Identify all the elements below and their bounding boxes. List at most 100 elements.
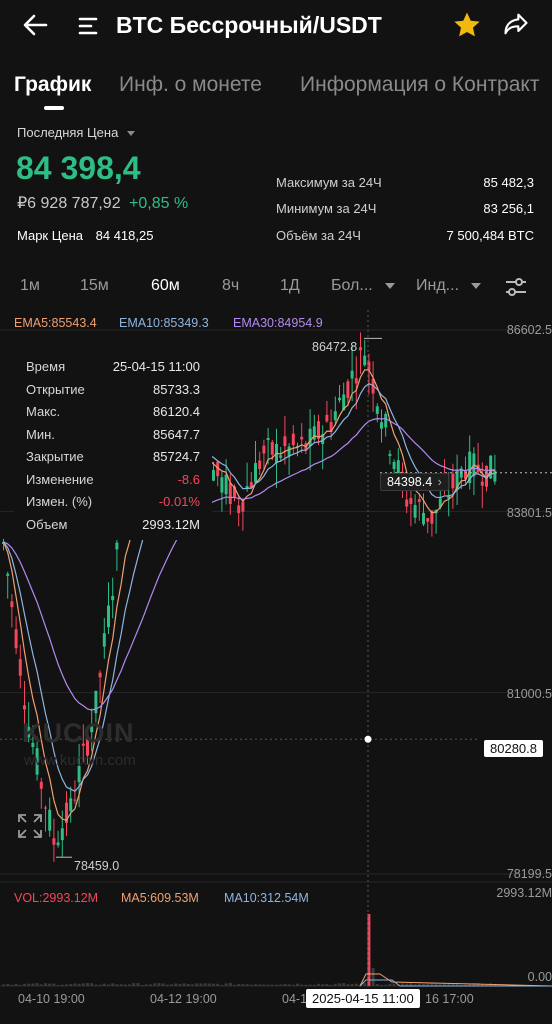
candle-body — [241, 501, 245, 512]
volume-bar — [241, 984, 245, 986]
candle-body — [65, 802, 68, 823]
timeframe-15m[interactable]: 15м — [80, 277, 109, 294]
tooltip-row: Закрытие 85724.7 — [26, 449, 200, 471]
candle-body — [367, 361, 371, 370]
candle-body — [388, 453, 392, 456]
volume-bar — [207, 983, 211, 986]
volume-bar — [56, 984, 60, 986]
caret-down-icon — [126, 131, 135, 137]
candle-body — [69, 798, 73, 812]
volume-ma10-legend: MA10:312.54M — [224, 891, 309, 905]
candle-body — [325, 414, 329, 422]
share-button[interactable] — [502, 10, 532, 40]
ema-line-ema10 — [3, 383, 495, 792]
tooltip-row: Открытие 85733.3 — [26, 382, 200, 404]
candle-body — [279, 455, 283, 458]
timeframe-more[interactable]: Бол... — [331, 277, 396, 295]
tooltip-row: Макс. 86120.4 — [26, 404, 200, 426]
volume-bar — [157, 983, 161, 986]
price-type-label: Последняя Цена — [17, 125, 119, 140]
volume-bar — [363, 983, 367, 986]
indicators-dropdown[interactable]: Инд... — [416, 277, 482, 295]
watermark-url: www.kucoin.com — [24, 752, 136, 769]
volume-bar — [279, 984, 283, 986]
volume-bar — [6, 984, 10, 986]
volume-bar — [23, 983, 26, 986]
volume-bar — [346, 984, 350, 986]
candle-body — [18, 659, 22, 676]
candle-body — [296, 445, 299, 447]
volume-bar — [90, 983, 94, 986]
candle-body — [94, 690, 98, 714]
candle-body — [342, 394, 346, 411]
volume-bar — [216, 983, 220, 986]
volume-bar — [98, 984, 102, 986]
tab-contract-info[interactable]: Информация о Контракт — [300, 73, 540, 96]
volume-bar — [228, 983, 232, 986]
volume-bar — [10, 984, 14, 986]
timeframe-1d[interactable]: 1Д — [280, 277, 300, 294]
volume-bar — [102, 983, 106, 986]
volume-bar — [107, 984, 110, 986]
candle-body — [485, 465, 488, 487]
candle-body — [308, 428, 312, 447]
volume-bar — [119, 984, 123, 986]
tooltip-value: 25-04-15 11:00 — [112, 359, 200, 374]
back-button[interactable] — [20, 10, 54, 40]
volume-ma5-line — [359, 973, 552, 987]
menu-icon — [78, 17, 98, 35]
candle-body — [312, 426, 316, 440]
volume-bar — [384, 984, 388, 986]
chart-settings-button[interactable] — [503, 274, 529, 300]
candle-body — [52, 838, 56, 845]
candle-body — [31, 742, 35, 748]
stat-volume-label: Объём за 24Ч — [276, 228, 361, 243]
tab-coin-info[interactable]: Инф. о монете — [119, 73, 262, 96]
volume-bar — [174, 983, 178, 986]
price-type-selector[interactable]: Последняя Цена — [17, 125, 135, 140]
fullscreen-button[interactable] — [16, 812, 44, 840]
fiat-price: ₽6 928 787,92 — [17, 195, 121, 212]
volume-bar — [35, 983, 39, 986]
candle-body — [266, 438, 270, 440]
volume-bar — [44, 983, 47, 986]
volume-bar — [94, 984, 98, 986]
volume-bar — [203, 983, 207, 986]
menu-button[interactable] — [76, 14, 100, 38]
volume-bar — [447, 983, 451, 986]
candle-body — [48, 809, 52, 831]
tooltip-label: Измен. (%) — [26, 494, 93, 509]
share-icon — [504, 13, 528, 35]
candle-body — [409, 497, 413, 504]
watermark-logo: KUCOIN — [22, 718, 135, 748]
volume-bar — [426, 983, 430, 986]
tab-chart[interactable]: График — [14, 73, 92, 96]
timeframe-8h[interactable]: 8ч — [222, 277, 240, 294]
candle-body — [346, 381, 350, 399]
volume-bar — [434, 983, 438, 986]
candle-body — [86, 738, 89, 756]
volume-bar — [195, 983, 199, 986]
candle-body — [447, 495, 451, 499]
volume-bar — [317, 983, 320, 986]
volume-bar — [140, 984, 144, 986]
candlestick-chart[interactable] — [0, 306, 552, 1024]
volume-bar — [401, 983, 404, 986]
volume-bar — [2, 984, 5, 986]
page-title: BTC Бессрочный/USDT — [116, 12, 382, 38]
volume-bar — [451, 983, 455, 986]
candle-body — [81, 743, 85, 746]
tooltip-value: 2993.12M — [142, 516, 200, 532]
volume-bar — [375, 984, 379, 986]
candle-body — [375, 406, 379, 414]
candle-body — [245, 485, 249, 490]
timeframe-60m[interactable]: 60м — [151, 277, 180, 294]
crosshair-price-tag: 80280.8 — [484, 740, 543, 757]
stat-high-label: Максимум за 24Ч — [276, 175, 382, 190]
time-axis-label: 04-1 — [282, 992, 308, 1006]
price-axis-label: 86602.5 — [506, 323, 552, 337]
timeframe-1m[interactable]: 1м — [20, 277, 40, 294]
candle-body — [283, 436, 287, 447]
favorite-button[interactable] — [452, 10, 482, 40]
volume-bar — [380, 984, 383, 986]
